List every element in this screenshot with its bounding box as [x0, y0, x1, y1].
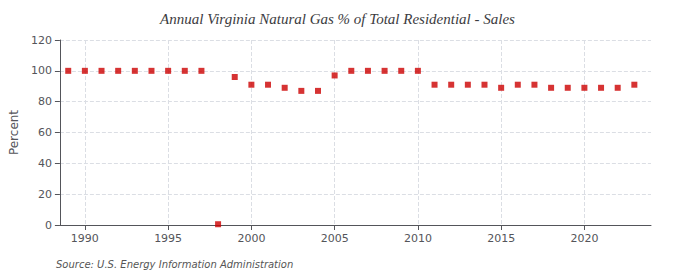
svg-text:Source: U.S. Energy Informatio: Source: U.S. Energy Information Administ… [56, 259, 293, 270]
svg-text:2010: 2010 [404, 232, 432, 245]
svg-text:120: 120 [31, 34, 52, 47]
svg-text:80: 80 [38, 95, 52, 108]
svg-text:1990: 1990 [71, 232, 99, 245]
svg-text:100: 100 [31, 64, 52, 77]
svg-text:40: 40 [38, 157, 52, 170]
svg-text:2000: 2000 [237, 232, 265, 245]
svg-text:2020: 2020 [570, 232, 598, 245]
svg-text:20: 20 [38, 188, 52, 201]
svg-text:0: 0 [45, 219, 52, 232]
svg-text:60: 60 [38, 126, 52, 139]
svg-text:2015: 2015 [487, 232, 515, 245]
svg-text:2005: 2005 [321, 232, 349, 245]
svg-text:Annual Virginia Natural Gas %: Annual Virginia Natural Gas % of Total R… [159, 11, 515, 27]
svg-text:1995: 1995 [154, 232, 182, 245]
svg-text:Percent: Percent [7, 110, 21, 155]
